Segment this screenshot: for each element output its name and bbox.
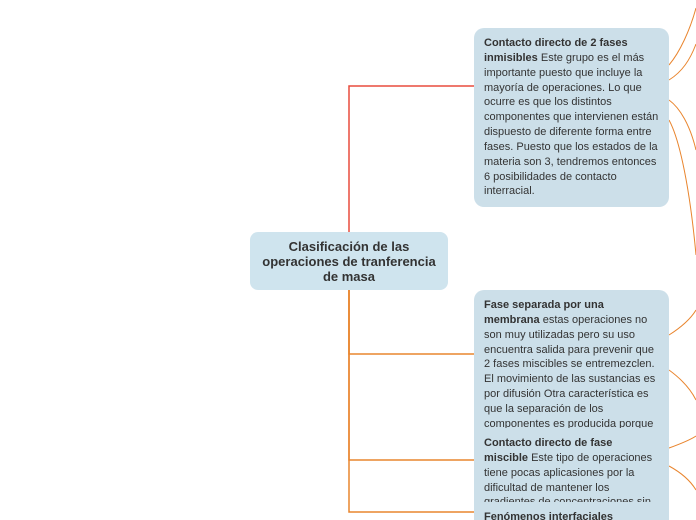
child-body-0: Este grupo es el más importante puesto q… [484,52,658,198]
edge-3 [349,290,474,512]
root-node[interactable]: Clasificación de las operaciones de tran… [250,232,448,290]
root-label: Clasificación de las operaciones de tran… [258,239,440,284]
edge-5 [669,44,696,80]
edge-4 [669,8,696,65]
child-node-3[interactable]: Fenómenos interfaciales [474,502,669,520]
child-title-3: Fenómenos interfaciales [484,511,613,520]
edge-11 [669,466,696,490]
edge-1 [349,290,474,354]
edge-10 [669,436,696,448]
edge-8 [669,310,696,335]
child-node-0[interactable]: Contacto directo de 2 fases inmisibles E… [474,28,669,207]
edge-9 [669,370,696,400]
edge-0 [349,86,474,232]
edge-2 [349,290,474,460]
edge-6 [669,100,696,150]
edge-7 [669,120,696,255]
